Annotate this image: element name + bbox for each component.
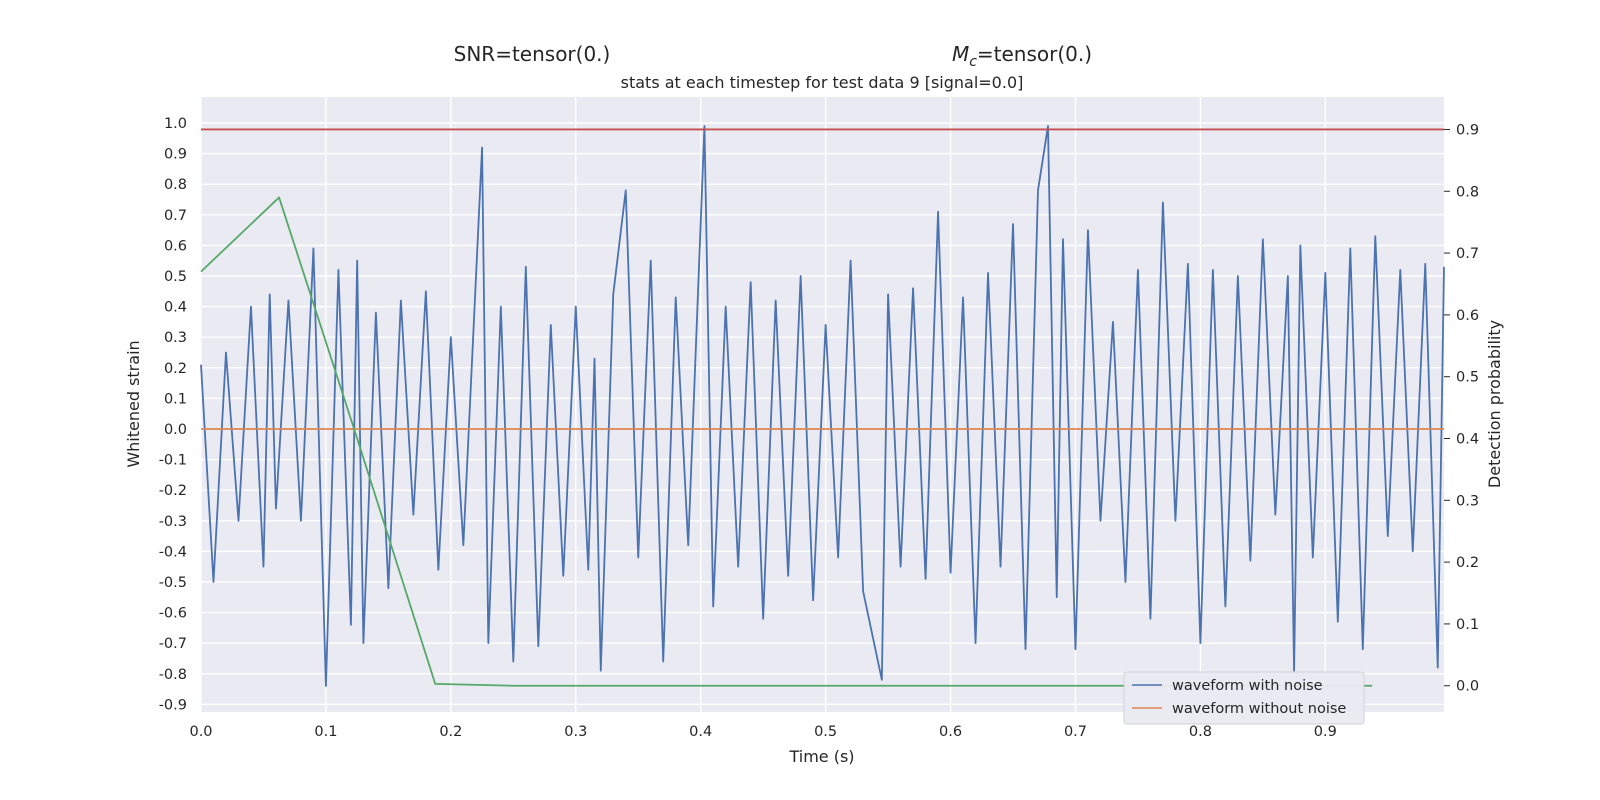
- series-waveform-with-noise: [200, 125, 1445, 687]
- y2-tick-label: 0.7: [1456, 246, 1479, 262]
- legend-label-without-noise: waveform without noise: [1172, 701, 1346, 717]
- y2-tick-label: 0.0: [1456, 679, 1479, 695]
- y-tick-label: 0.8: [164, 177, 187, 193]
- legend-box: [1123, 671, 1365, 725]
- y2-tick-labels: 0.9 0.8 0.7 0.6 0.5 0.4 0.3 0.2 0.1 0.0: [1444, 122, 1479, 695]
- y-tick-label: -0.7: [159, 636, 187, 652]
- x-tick-label: 0.8: [1189, 724, 1212, 740]
- y-tick-label: -0.3: [159, 514, 187, 530]
- y-tick-label: 0.6: [164, 238, 187, 254]
- y-tick-label: -0.9: [159, 697, 187, 713]
- y2-tick-label: 0.1: [1456, 617, 1479, 633]
- y-tick-label: 0.7: [164, 208, 187, 224]
- chart-subtitle: stats at each timestep for test data 9 […: [621, 73, 1024, 92]
- y-tick-label: -0.1: [159, 453, 187, 469]
- y2-tick-label: 0.6: [1456, 308, 1479, 324]
- y-tick-label: -0.5: [159, 575, 187, 591]
- x-tick-label: 0.0: [189, 724, 212, 740]
- y-tick-label: 0.4: [164, 300, 187, 316]
- y-tick-label: 0.0: [164, 422, 187, 438]
- y-tick-label: -0.6: [159, 606, 187, 622]
- y-tick-label: 1.0: [164, 116, 187, 132]
- y-tick-label: -0.8: [159, 667, 187, 683]
- mc-title: Mc=tensor(0.): [952, 42, 1092, 70]
- x-tick-label: 0.2: [439, 724, 462, 740]
- y-tick-label: -0.4: [159, 544, 187, 560]
- x-tick-label: 0.5: [814, 724, 837, 740]
- y2-tick-label: 0.2: [1456, 555, 1479, 571]
- y-tick-label: 0.9: [164, 147, 187, 163]
- y-tick-label: -0.2: [159, 483, 187, 499]
- y-tick-label: 0.3: [164, 330, 187, 346]
- y2-tick-label: 0.5: [1456, 370, 1479, 386]
- y-tick-label: 0.5: [164, 269, 187, 285]
- x-tick-label: 0.3: [564, 724, 587, 740]
- y2-tick-label: 0.8: [1456, 184, 1479, 200]
- y-tick-label: 0.2: [164, 361, 187, 377]
- x-tick-labels: 0.0 0.1 0.2 0.3 0.4 0.5 0.6 0.7 0.8 0.9: [189, 724, 1336, 740]
- x-tick-label: 0.6: [939, 724, 962, 740]
- x-tick-label: 0.9: [1314, 724, 1337, 740]
- legend-label-with-noise: waveform with noise: [1172, 678, 1323, 694]
- y-tick-label: 0.1: [164, 391, 187, 407]
- mc-value: =tensor(0.): [977, 42, 1092, 66]
- x-tick-label: 0.7: [1064, 724, 1087, 740]
- x-tick-label: 0.1: [314, 724, 337, 740]
- y2-axis-label: Detection probability: [1485, 320, 1504, 488]
- y-axis-label: Whitened strain: [124, 340, 143, 467]
- x-tick-label: 0.4: [689, 724, 712, 740]
- y2-tick-label: 0.3: [1456, 493, 1479, 509]
- y2-tick-label: 0.9: [1456, 122, 1479, 138]
- snr-title: SNR=tensor(0.): [454, 42, 611, 66]
- legend: waveform with noise waveform without noi…: [1123, 671, 1365, 725]
- x-axis-label: Time (s): [788, 747, 854, 766]
- series-detection-probability: [200, 196, 1373, 687]
- y-tick-labels: 1.0 0.9 0.8 0.7 0.6 0.5 0.4 0.3 0.2 0.1 0.0 -0.1 -0.…: [159, 116, 187, 713]
- mc-symbol: M: [952, 42, 969, 66]
- series-layer: [200, 125, 1445, 687]
- mc-subscript: c: [969, 54, 977, 70]
- y2-tick-label: 0.4: [1456, 431, 1479, 447]
